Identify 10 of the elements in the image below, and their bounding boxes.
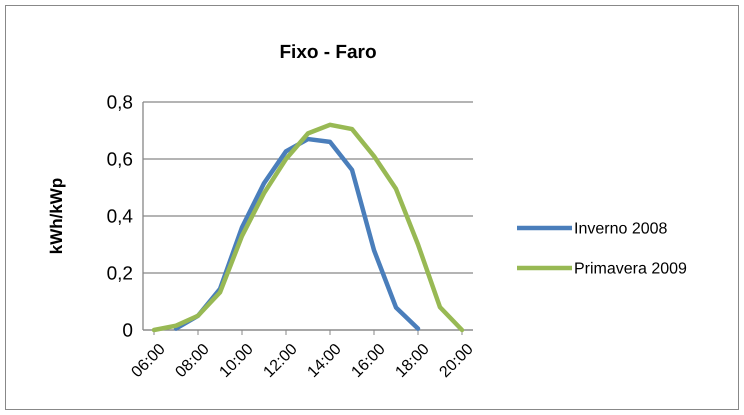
y-axis-title: kWh/kWp (47, 178, 66, 254)
y-tick-label: 0,6 (106, 150, 133, 171)
legend-label: Inverno 2008 (574, 220, 668, 238)
legend-label: Primavera 2009 (574, 260, 688, 278)
chart-title: Fixo - Faro (279, 42, 377, 63)
y-tick-label: 0,2 (106, 264, 133, 285)
y-tick-label: 0 (122, 320, 133, 342)
y-tick-label: 0,8 (106, 92, 133, 114)
y-tick-label: 0,4 (106, 206, 134, 228)
line-series (152, 122, 464, 332)
